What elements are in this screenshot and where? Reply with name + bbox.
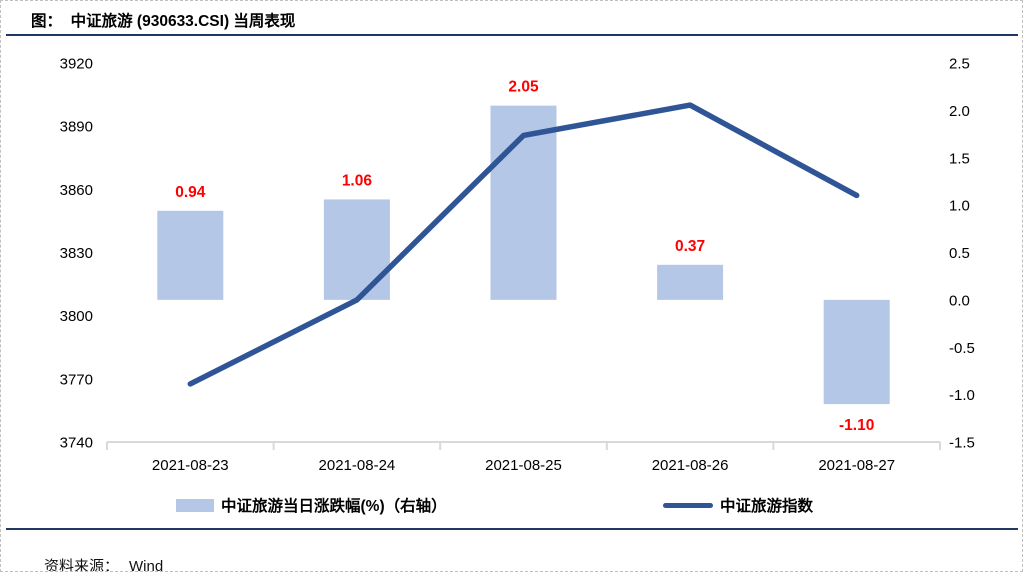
figure-title: 图： 中证旅游 (930633.CSI) 当周表现 <box>31 13 296 30</box>
legend-item-bar-series: 中证旅游当日涨跌幅(%)（右轴） <box>176 494 447 516</box>
right-axis-tick-label: 0.0 <box>949 292 970 309</box>
right-axis-tick-label: -1.5 <box>949 435 975 452</box>
source-label: 资料来源： <box>44 559 120 572</box>
left-axis-tick-label: 3920 <box>60 56 93 73</box>
bar-value-label: 0.37 <box>675 238 705 255</box>
x-axis-label: 2021-08-24 <box>319 457 396 474</box>
bar-value-label: 1.06 <box>342 172 373 189</box>
x-axis-label: 2021-08-26 <box>652 457 729 474</box>
chart-bar <box>823 299 890 405</box>
left-axis-tick-label: 3860 <box>60 182 93 199</box>
left-axis-tick-label: 3770 <box>60 371 93 388</box>
chart-bar <box>157 210 224 300</box>
left-axis-tick-label: 3830 <box>60 245 93 262</box>
combo-chart: 0.94 1.06 2.05 0.37 -1.10 3920 3890 3860 3830 380… <box>60 56 975 475</box>
bar-value-label: -1.10 <box>839 417 874 434</box>
right-axis-tick-label: 2.5 <box>949 56 970 73</box>
right-axis-tick-label: 2.0 <box>949 103 970 120</box>
chart-bar <box>323 199 390 300</box>
left-axis-tick-label: 3890 <box>60 119 93 136</box>
x-axis-label: 2021-08-25 <box>485 457 562 474</box>
chart-legend: 中证旅游当日涨跌幅(%)（右轴） 中证旅游指数 <box>1 494 1022 522</box>
x-axis-label: 2021-08-27 <box>818 457 895 474</box>
legend-bar-label: 中证旅游当日涨跌幅(%)（右轴） <box>221 498 447 515</box>
bar-value-label: 0.94 <box>175 184 206 201</box>
right-axis-tick-label: 1.5 <box>949 150 970 167</box>
legend-line-label: 中证旅游指数 <box>720 498 814 515</box>
chart-bar <box>657 264 724 300</box>
legend-item-line-series: 中证旅游指数 <box>663 494 813 516</box>
right-axis-tick-label: -1.0 <box>949 387 975 404</box>
right-axis-tick-label: 0.5 <box>949 245 970 262</box>
source-value: Wind <box>129 558 164 572</box>
left-axis-tick-label: 3740 <box>60 435 93 452</box>
left-axis-tick-label: 3800 <box>60 308 93 325</box>
index-line <box>187 102 860 387</box>
title-rule <box>6 34 1018 36</box>
line-series-swatch <box>663 502 713 508</box>
footer-rule <box>6 528 1018 530</box>
right-axis-tick-label: 1.0 <box>949 198 970 215</box>
x-axis-label: 2021-08-23 <box>152 457 229 474</box>
right-axis-tick-label: -0.5 <box>949 340 975 357</box>
bar-series-swatch <box>176 498 214 512</box>
bar-value-label: 2.05 <box>508 79 539 96</box>
source-note: 资料来源： Wind <box>29 538 164 572</box>
